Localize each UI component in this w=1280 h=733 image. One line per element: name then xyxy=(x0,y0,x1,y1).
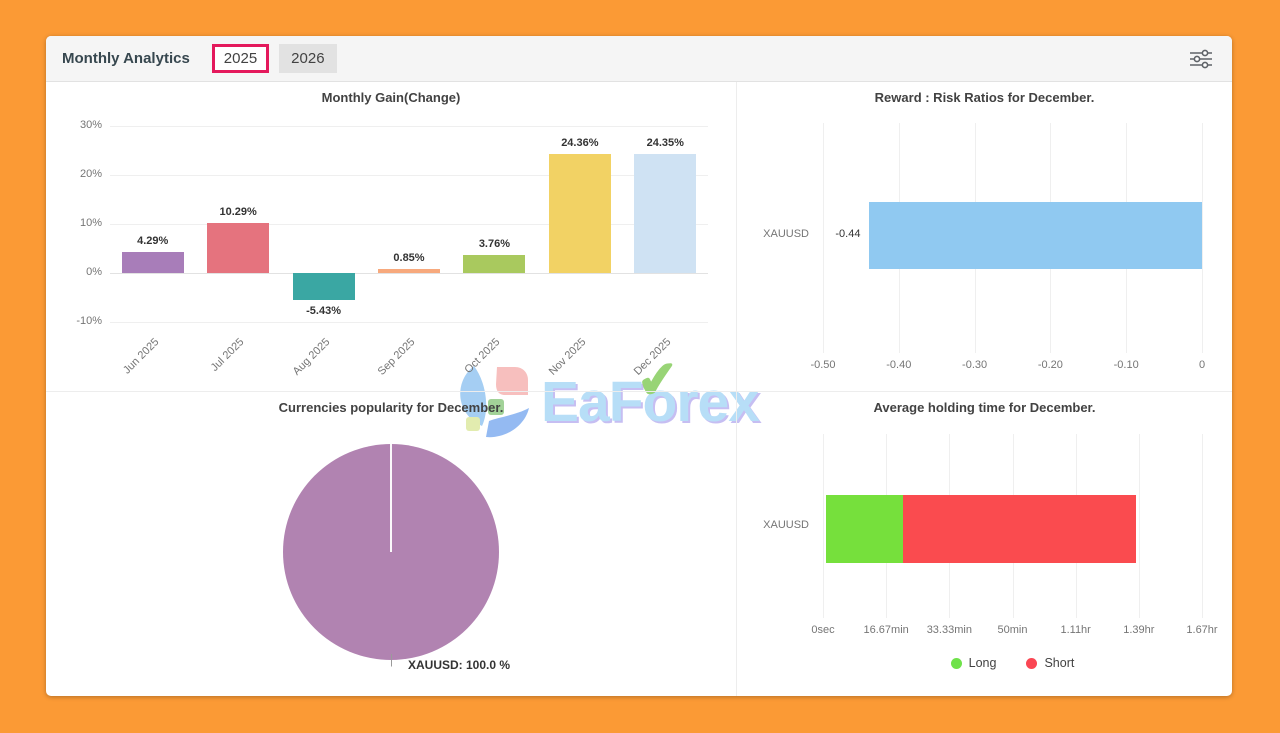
pie-slice-xauusd[interactable] xyxy=(283,444,499,660)
tab-2026[interactable]: 2026 xyxy=(279,44,337,73)
x-axis-tick-label: -0.20 xyxy=(1037,359,1063,371)
bar-aug-2025[interactable] xyxy=(292,273,355,300)
legend-dot-short xyxy=(1026,657,1038,669)
x-axis-tick-label: 16.67min xyxy=(863,624,909,636)
bar-xauusd-reward-risk[interactable] xyxy=(868,202,1202,269)
tab-2025[interactable]: 2025 xyxy=(211,44,270,73)
y-axis-tick-label: 20% xyxy=(79,168,102,180)
chart-title-reward-risk: Reward : Risk Ratios for December. xyxy=(874,90,1095,105)
x-axis-tick-label: 0sec xyxy=(811,624,835,636)
chart-reward-risk: Reward : Risk Ratios for December. -0.50… xyxy=(737,82,1232,392)
grid-line-h xyxy=(110,224,708,225)
y-axis-tick-label: -10% xyxy=(76,315,102,327)
x-axis-tick-label: 1.39hr xyxy=(1123,624,1155,636)
x-axis-tick-label: -0.10 xyxy=(1113,359,1139,371)
grid-line-v xyxy=(823,123,824,353)
x-axis-tick-label: 50min xyxy=(997,624,1028,636)
x-axis-tick-label: 1.67hr xyxy=(1186,624,1218,636)
pie-slice-divider xyxy=(390,444,392,552)
bar-oct-2025[interactable] xyxy=(463,254,526,273)
card-header: Monthly Analytics 2025 2026 xyxy=(46,36,1232,82)
legend: Long Short xyxy=(823,656,1202,670)
legend-dot-long xyxy=(950,657,962,669)
grid-line-v xyxy=(1138,434,1140,618)
y-axis-tick-label: 10% xyxy=(79,217,102,229)
chart-holding-time: Average holding time for December. 0sec 1… xyxy=(737,392,1232,696)
bar-nov-2025[interactable] xyxy=(548,153,611,273)
pie-callout-label: XAUUSD: 100.0 % xyxy=(408,658,511,672)
bar-value-label: 24.36% xyxy=(561,136,599,149)
x-axis-tick-label: -0.50 xyxy=(810,359,836,371)
chart-title-currencies: Currencies popularity for December. xyxy=(278,400,504,415)
bar-jul-2025[interactable] xyxy=(207,222,270,273)
bar-value-label: -5.43% xyxy=(306,304,341,317)
legend-label: Short xyxy=(1044,656,1075,670)
sliders-icon xyxy=(1190,49,1212,68)
bar-dec-2025[interactable] xyxy=(634,153,697,273)
grid-line-h xyxy=(110,175,708,176)
legend-item-short[interactable]: Short xyxy=(1026,656,1074,670)
y-axis-tick-label: 30% xyxy=(79,119,102,131)
pie-callout-line xyxy=(391,654,403,667)
bar-jun-2025[interactable] xyxy=(121,252,184,273)
x-axis-tick-label: 1.11hr xyxy=(1060,624,1091,636)
charts-grid: EaFo ✔ rex Monthly Gain(Change) 30% 20% 10% 0… xyxy=(46,82,1232,696)
bar-value-label: 4.29% xyxy=(137,235,169,247)
chart-title-monthly-gain: Monthly Gain(Change) xyxy=(321,90,461,105)
page-title: Monthly Analytics xyxy=(62,50,190,67)
bar-value-label: -0.44 xyxy=(835,228,861,240)
bar-sep-2025[interactable] xyxy=(378,268,440,273)
legend-item-long[interactable]: Long xyxy=(950,656,997,670)
chart-currencies-popularity: Currencies popularity for December. XAUU… xyxy=(46,392,737,696)
x-axis-tick-label: 33.33min xyxy=(926,624,972,636)
bar-segment-long[interactable] xyxy=(826,495,903,563)
x-axis-tick-label: -0.40 xyxy=(886,359,912,371)
grid-line-v xyxy=(1202,123,1203,353)
year-tabs: 2025 2026 xyxy=(211,44,337,73)
grid-line-h xyxy=(110,273,708,274)
chart-monthly-gain: Monthly Gain(Change) 30% 20% 10% 0% -10% 4.29… xyxy=(46,82,737,392)
bar-value-label: 10.29% xyxy=(219,205,257,218)
bar-value-label: 3.76% xyxy=(478,237,511,250)
x-axis-tick-label: 0 xyxy=(1198,359,1206,371)
legend-label: Long xyxy=(968,656,997,670)
filter-button[interactable] xyxy=(1188,47,1214,71)
y-axis-tick-label: 0% xyxy=(86,266,102,278)
grid-line-v xyxy=(1202,434,1203,618)
bar-value-label: 0.85% xyxy=(393,251,425,264)
chart-title-holding-time: Average holding time for December. xyxy=(873,400,1096,415)
bar-segment-short[interactable] xyxy=(902,495,1136,563)
grid-line-v xyxy=(823,434,824,618)
bar-value-label: 24.35% xyxy=(646,136,684,149)
grid-line-h xyxy=(110,126,708,127)
y-axis-category-label: XAUUSD xyxy=(763,228,809,240)
y-axis-category-label: XAUUSD xyxy=(763,519,809,531)
grid-line-h xyxy=(110,322,708,323)
analytics-card: Monthly Analytics 2025 2026 xyxy=(46,36,1232,696)
x-axis-tick-label: -0.30 xyxy=(962,359,988,371)
